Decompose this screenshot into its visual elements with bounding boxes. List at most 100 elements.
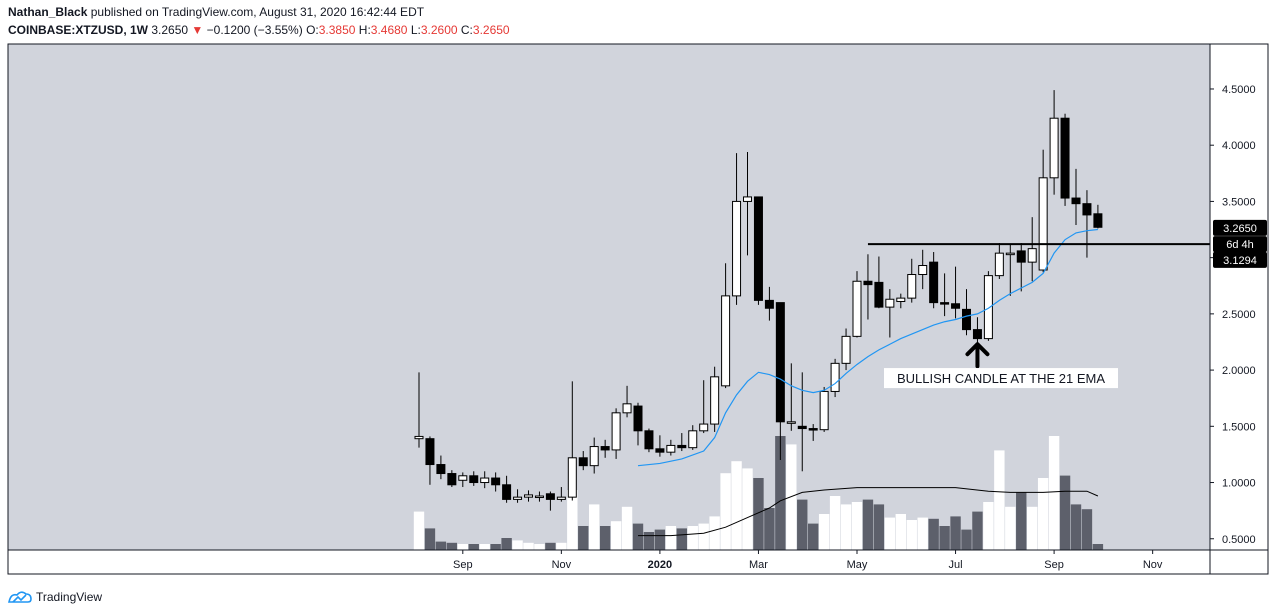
volume-bar <box>556 542 567 550</box>
candle[interactable] <box>534 491 544 502</box>
candle[interactable] <box>1038 149 1048 273</box>
volume-bar <box>731 461 742 550</box>
price-axis[interactable]: 0.50001.00001.50002.00002.50003.00003.50… <box>1209 43 1269 551</box>
candle[interactable] <box>458 472 468 488</box>
candle[interactable] <box>983 271 993 341</box>
candle[interactable] <box>414 372 424 448</box>
candle[interactable] <box>775 302 785 461</box>
candle[interactable] <box>721 263 731 389</box>
x-tick-label: May <box>847 559 868 571</box>
candle[interactable] <box>567 381 577 501</box>
candle[interactable] <box>524 490 533 502</box>
candle[interactable] <box>786 363 796 431</box>
volume-bar <box>1059 475 1071 550</box>
candle[interactable] <box>951 266 961 319</box>
candle[interactable] <box>600 439 610 458</box>
candle[interactable] <box>1049 90 1059 195</box>
candle[interactable] <box>677 433 687 452</box>
candle[interactable] <box>732 153 742 305</box>
candle[interactable] <box>1082 190 1092 258</box>
candle[interactable] <box>666 439 676 456</box>
candle-body <box>1060 117 1070 199</box>
candle[interactable] <box>852 271 862 338</box>
candle[interactable] <box>743 151 752 256</box>
candle[interactable] <box>447 470 457 488</box>
candle[interactable] <box>502 475 512 503</box>
volume-bar <box>994 450 1005 550</box>
candle[interactable] <box>863 254 873 320</box>
candle[interactable] <box>929 252 939 309</box>
candle[interactable] <box>1060 113 1070 206</box>
candle-body <box>1027 248 1037 263</box>
ema-21-line <box>637 228 1098 467</box>
candle[interactable] <box>874 256 884 309</box>
candle[interactable] <box>513 489 523 503</box>
candle[interactable] <box>972 317 982 344</box>
candle[interactable] <box>994 243 1004 280</box>
candle[interactable] <box>633 402 643 446</box>
candle[interactable] <box>655 435 665 457</box>
candle[interactable] <box>841 328 851 371</box>
footer-brand[interactable]: TradingView <box>8 590 102 604</box>
candle[interactable] <box>819 386 829 432</box>
volume-bar <box>1081 509 1093 550</box>
candle[interactable] <box>1093 204 1103 229</box>
price-labels: 3.2650 6d 4h 3.1294 <box>1213 219 1267 268</box>
candle[interactable] <box>480 471 490 489</box>
candle[interactable] <box>710 366 720 432</box>
candle[interactable] <box>578 451 588 471</box>
annotation-label[interactable]: BULLISH CANDLE AT THE 21 EMA <box>897 371 1105 386</box>
candle-body <box>929 261 939 304</box>
volume-bar <box>906 520 917 550</box>
candle[interactable] <box>491 472 501 492</box>
candle[interactable] <box>688 425 698 450</box>
candle[interactable] <box>764 286 774 321</box>
candle[interactable] <box>808 424 818 441</box>
candle[interactable] <box>436 455 446 480</box>
volume-bar <box>983 502 994 550</box>
candle[interactable] <box>545 491 555 511</box>
candle-body <box>677 444 687 449</box>
candle[interactable] <box>1027 217 1037 282</box>
candle[interactable] <box>918 249 928 290</box>
candle[interactable] <box>753 196 763 305</box>
candle[interactable] <box>907 258 917 303</box>
candle[interactable] <box>556 487 566 502</box>
price-axis-frame <box>1209 43 1269 551</box>
author-name[interactable]: Nathan_Black <box>8 5 88 19</box>
candle[interactable] <box>589 437 599 474</box>
candle-body <box>1005 252 1015 256</box>
volume-bars <box>413 436 1104 550</box>
candle[interactable] <box>611 408 621 459</box>
candle[interactable] <box>1071 168 1081 226</box>
candle[interactable] <box>797 372 807 472</box>
candle[interactable] <box>425 436 435 485</box>
volume-bar <box>786 444 797 550</box>
volume-bar <box>479 544 490 550</box>
open-label: O: <box>306 23 319 37</box>
candle[interactable] <box>622 385 632 418</box>
candle-body <box>622 403 632 414</box>
volume-bar <box>687 526 698 550</box>
price-tag-box <box>1213 236 1267 253</box>
candle[interactable] <box>1016 243 1026 292</box>
candle[interactable] <box>940 273 950 317</box>
volume-bar <box>534 544 545 550</box>
x-tick-label: Mar <box>749 559 768 571</box>
plot-area[interactable] <box>8 44 1210 550</box>
x-tick-label: Jul <box>949 559 963 571</box>
volume-bar <box>1005 506 1016 550</box>
tradingview-logo-icon <box>8 591 32 603</box>
time-axis[interactable]: Sep Nov 2020 Mar May Jul Sep Nov <box>7 43 1269 575</box>
candle[interactable] <box>1005 244 1015 296</box>
candle[interactable] <box>885 289 895 338</box>
candle-body <box>962 308 971 331</box>
candle[interactable] <box>644 428 654 453</box>
candle[interactable] <box>962 289 971 336</box>
candle[interactable] <box>469 471 479 486</box>
candle[interactable] <box>896 293 906 309</box>
candle[interactable] <box>699 380 709 434</box>
candle[interactable] <box>830 358 840 398</box>
volume-bar <box>950 516 961 550</box>
